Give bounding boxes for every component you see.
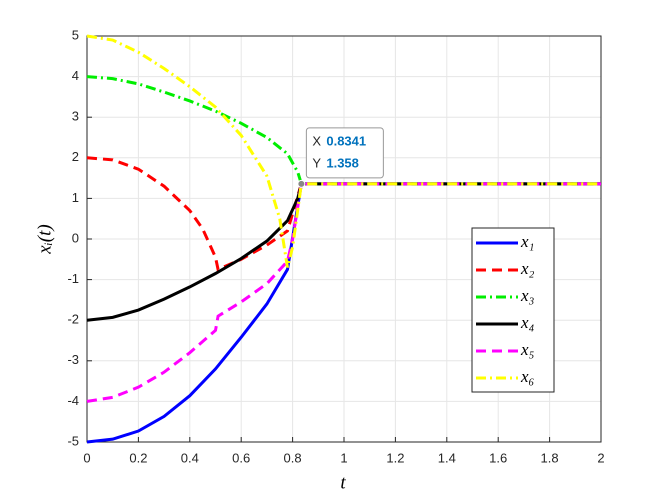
- legend-label: x₃: [520, 286, 535, 305]
- legend-label: x₄: [520, 313, 535, 332]
- y-tick-label: -3: [67, 352, 79, 367]
- x-tick-label: 1.6: [489, 450, 507, 465]
- y-tick-label: 0: [72, 230, 79, 245]
- y-tick-label: -5: [67, 433, 79, 448]
- legend-label: x₆: [520, 367, 535, 386]
- series-line: [86, 156, 601, 272]
- y-tick-label: 3: [72, 109, 79, 124]
- x-tick-label: 0.4: [181, 450, 199, 465]
- x-tick-label: 0.6: [232, 450, 250, 465]
- y-tick-label: 1: [72, 190, 79, 205]
- y-tick-label: -2: [67, 312, 79, 327]
- legend-label: x₂: [520, 259, 535, 278]
- datatip-label: Y: [312, 155, 321, 170]
- y-tick-label: 2: [72, 149, 79, 164]
- x-tick-label: 0: [83, 450, 90, 465]
- x-axis-label: t: [340, 472, 346, 493]
- datatip-value: 0.8341: [326, 133, 366, 148]
- x-tick-label: 1.2: [386, 450, 404, 465]
- y-tick-label: -1: [67, 271, 79, 286]
- y-axis-label: xᵢ(t): [34, 224, 55, 254]
- x-tick-label: 2: [597, 450, 604, 465]
- x-tick-label: 1.8: [541, 450, 559, 465]
- axes-box: [86, 35, 602, 443]
- y-tick-label: 4: [72, 68, 79, 83]
- datatip-marker: [297, 179, 306, 188]
- series-line: [86, 34, 601, 268]
- legend-box: [471, 227, 555, 393]
- x-tick-label: 0.8: [284, 450, 302, 465]
- datatip-label: X: [312, 133, 321, 148]
- x-tick-label: 1: [340, 450, 347, 465]
- legend-label: x₁: [520, 232, 534, 251]
- x-tick-label: 0.2: [129, 450, 147, 465]
- x-tick-label: 1.4: [438, 450, 456, 465]
- y-tick-label: -4: [67, 393, 79, 408]
- datatip-box: [305, 127, 384, 179]
- series-line: [86, 182, 601, 403]
- legend-label: x₅: [520, 340, 535, 359]
- y-tick-label: 5: [72, 27, 79, 42]
- datatip-value: 1.358: [326, 155, 359, 170]
- series-line: [86, 75, 601, 186]
